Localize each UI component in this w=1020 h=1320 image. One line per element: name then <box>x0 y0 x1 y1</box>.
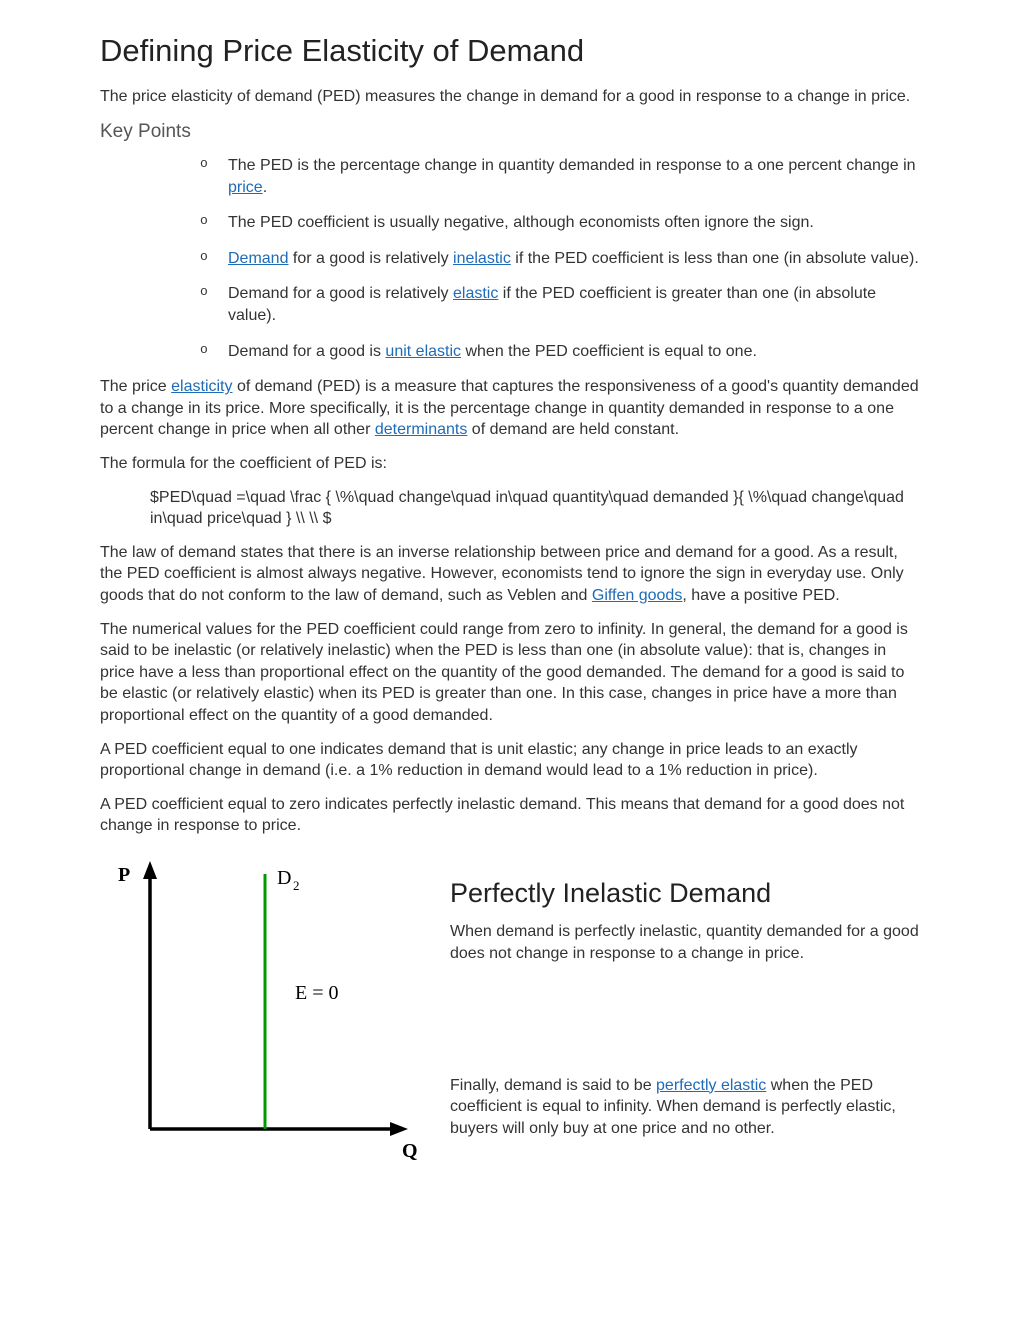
body-paragraph: The numerical values for the PED coeffic… <box>100 619 920 727</box>
link-giffen-goods[interactable]: Giffen goods <box>592 587 682 604</box>
figure-caption: Perfectly Inelastic Demand When demand i… <box>450 849 920 1151</box>
svg-text:E = 0: E = 0 <box>295 982 339 1004</box>
list-item: The PED coefficient is usually negative,… <box>200 212 920 234</box>
keypoints-heading: Key Points <box>100 119 920 145</box>
link-inelastic[interactable]: inelastic <box>453 250 511 267</box>
link-demand[interactable]: Demand <box>228 250 288 267</box>
link-elastic[interactable]: elastic <box>453 285 498 302</box>
body-paragraph: The law of demand states that there is a… <box>100 542 920 607</box>
intro-paragraph: The price elasticity of demand (PED) mea… <box>100 86 920 108</box>
link-unit-elastic[interactable]: unit elastic <box>385 343 461 360</box>
list-item: The PED is the percentage change in quan… <box>200 155 920 198</box>
figure-text: When demand is perfectly inelastic, quan… <box>450 921 920 964</box>
link-price[interactable]: price <box>228 179 263 196</box>
svg-text:2: 2 <box>293 878 300 893</box>
formula-text: $PED\quad =\quad \frac { \%\quad change\… <box>150 487 920 530</box>
link-elasticity[interactable]: elasticity <box>171 378 232 395</box>
body-paragraph: The price elasticity of demand (PED) is … <box>100 376 920 441</box>
link-determinants[interactable]: determinants <box>375 421 468 438</box>
list-item: Demand for a good is relatively inelasti… <box>200 248 920 270</box>
page-title: Defining Price Elasticity of Demand <box>100 30 920 72</box>
chart-inelastic-demand: P Q D2 E = 0 <box>100 849 420 1176</box>
figure-row: P Q D2 E = 0 Perfectly Inelastic Demand Whe… <box>100 849 920 1176</box>
link-perfectly-elastic[interactable]: perfectly elastic <box>656 1077 766 1094</box>
svg-text:P: P <box>118 864 130 886</box>
svg-text:Q: Q <box>402 1140 418 1162</box>
list-item: Demand for a good is relatively elastic … <box>200 283 920 326</box>
body-paragraph: A PED coefficient equal to one indicates… <box>100 739 920 782</box>
keypoints-list: The PED is the percentage change in quan… <box>200 155 920 362</box>
figure-title: Perfectly Inelastic Demand <box>450 875 920 911</box>
list-item: Demand for a good is unit elastic when t… <box>200 341 920 363</box>
svg-text:D: D <box>277 867 291 889</box>
body-paragraph: The formula for the coefficient of PED i… <box>100 453 920 475</box>
body-paragraph: A PED coefficient equal to zero indicate… <box>100 794 920 837</box>
body-paragraph: Finally, demand is said to be perfectly … <box>450 1075 920 1140</box>
